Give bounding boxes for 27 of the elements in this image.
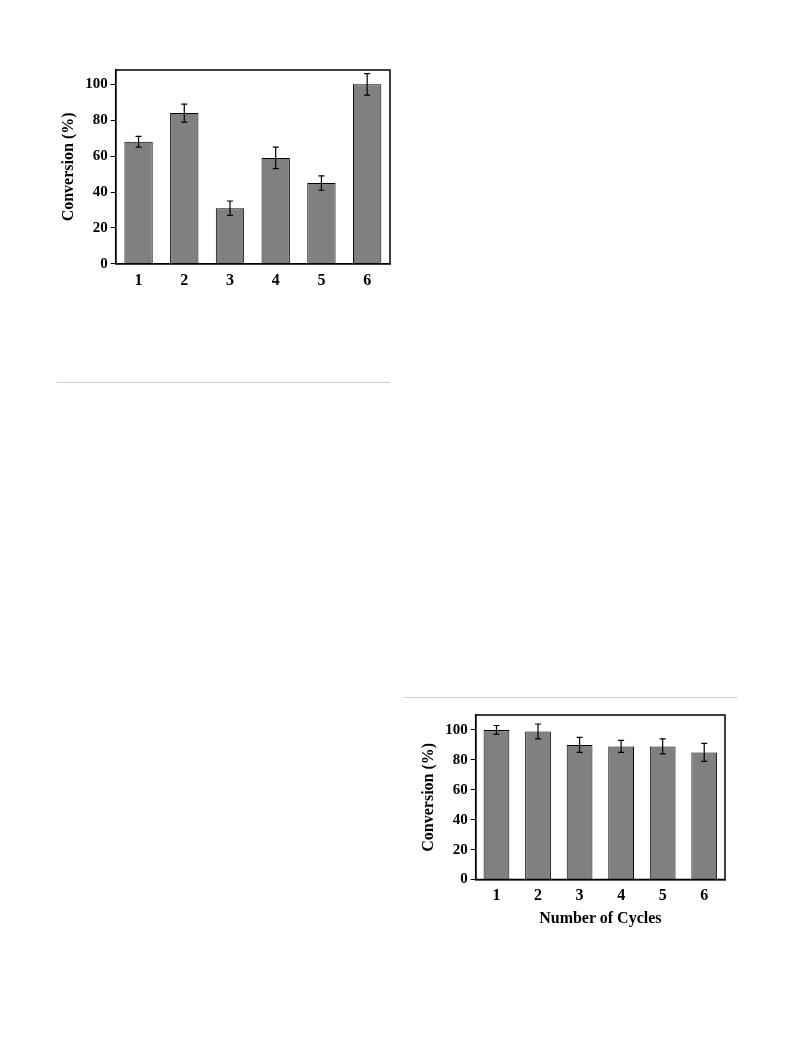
y-tick-label: 100 [445, 720, 468, 737]
y-tick-label: 20 [92, 218, 108, 235]
y-tick-label: 0 [100, 254, 108, 271]
y-axis-title: Conversion (%) [418, 742, 437, 852]
y-tick-label: 40 [452, 810, 468, 827]
x-tick-label: 4 [617, 886, 626, 904]
x-tick-label: 5 [658, 886, 667, 904]
y-tick-label: 80 [92, 111, 108, 128]
y-tick-label: 20 [452, 840, 468, 857]
y-tick-label: 100 [85, 75, 108, 92]
x-tick-label: 3 [225, 270, 234, 288]
y-tick-label: 80 [452, 750, 468, 767]
y-tick-label: 0 [460, 870, 468, 887]
y-tick-label: 40 [92, 182, 108, 199]
y-axis-title: Conversion (%) [58, 112, 77, 222]
x-tick-label: 6 [363, 270, 372, 288]
x-tick-label: 1 [134, 270, 143, 288]
y-tick-label: 60 [92, 147, 108, 164]
x-tick-label: 5 [317, 270, 326, 288]
x-tick-label: 2 [534, 886, 543, 904]
x-axis-title: Number of Cycles [539, 908, 662, 927]
x-tick-label: 6 [700, 886, 709, 904]
x-tick-label: 2 [180, 270, 189, 288]
x-tick-label: 4 [271, 270, 280, 288]
x-tick-label: 3 [575, 886, 584, 904]
x-tick-label: 1 [492, 886, 501, 904]
y-tick-label: 60 [452, 780, 468, 797]
